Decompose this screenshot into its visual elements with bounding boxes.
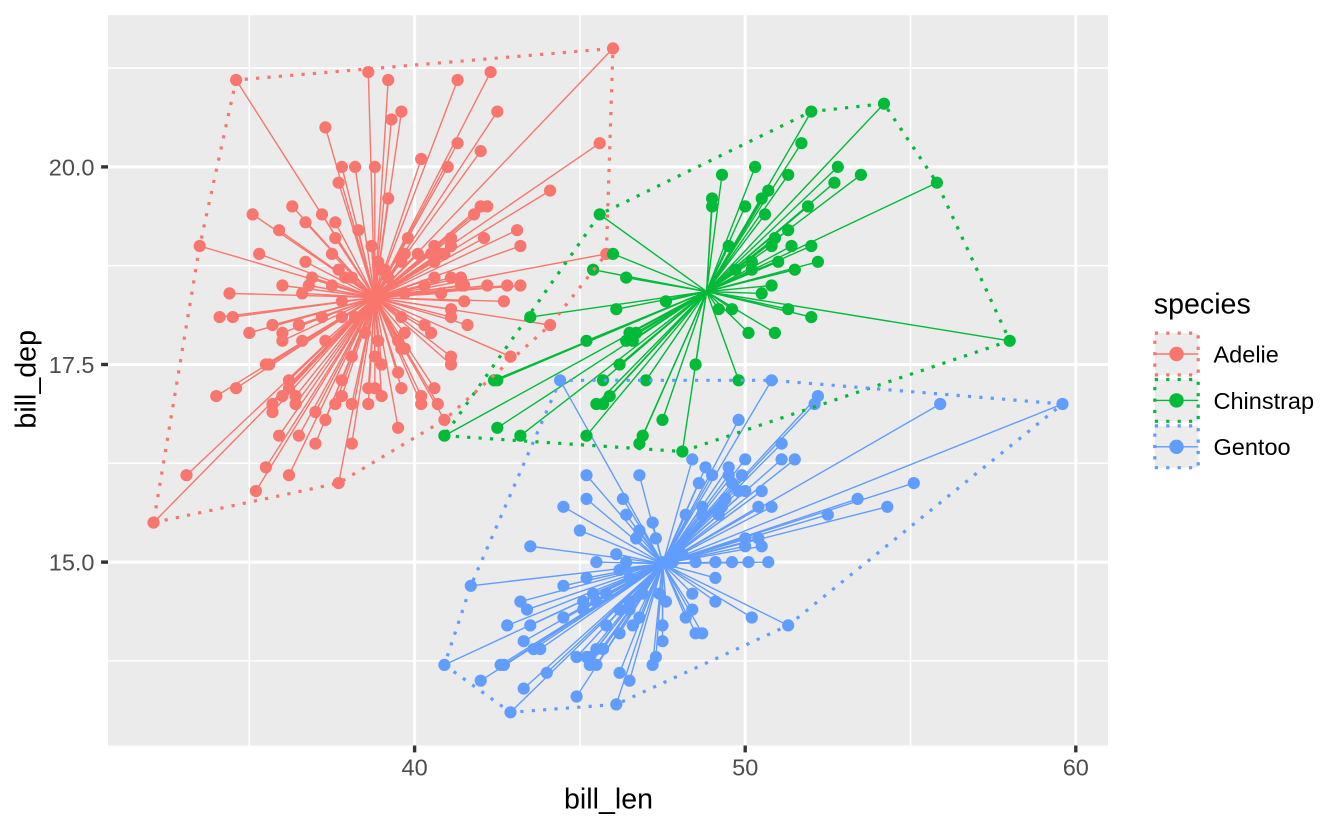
svg-text:species: species (1154, 288, 1251, 320)
svg-text:Adelie: Adelie (1214, 341, 1279, 367)
svg-text:50: 50 (732, 755, 758, 781)
svg-text:bill_dep: bill_dep (11, 330, 43, 429)
svg-text:bill_len: bill_len (564, 783, 653, 815)
svg-text:40: 40 (402, 755, 428, 781)
svg-text:60: 60 (1063, 755, 1089, 781)
svg-text:17.5: 17.5 (49, 352, 95, 378)
svg-text:20.0: 20.0 (49, 154, 95, 180)
svg-text:15.0: 15.0 (49, 550, 95, 576)
svg-text:Gentoo: Gentoo (1214, 434, 1291, 460)
svg-text:Chinstrap: Chinstrap (1214, 388, 1315, 414)
